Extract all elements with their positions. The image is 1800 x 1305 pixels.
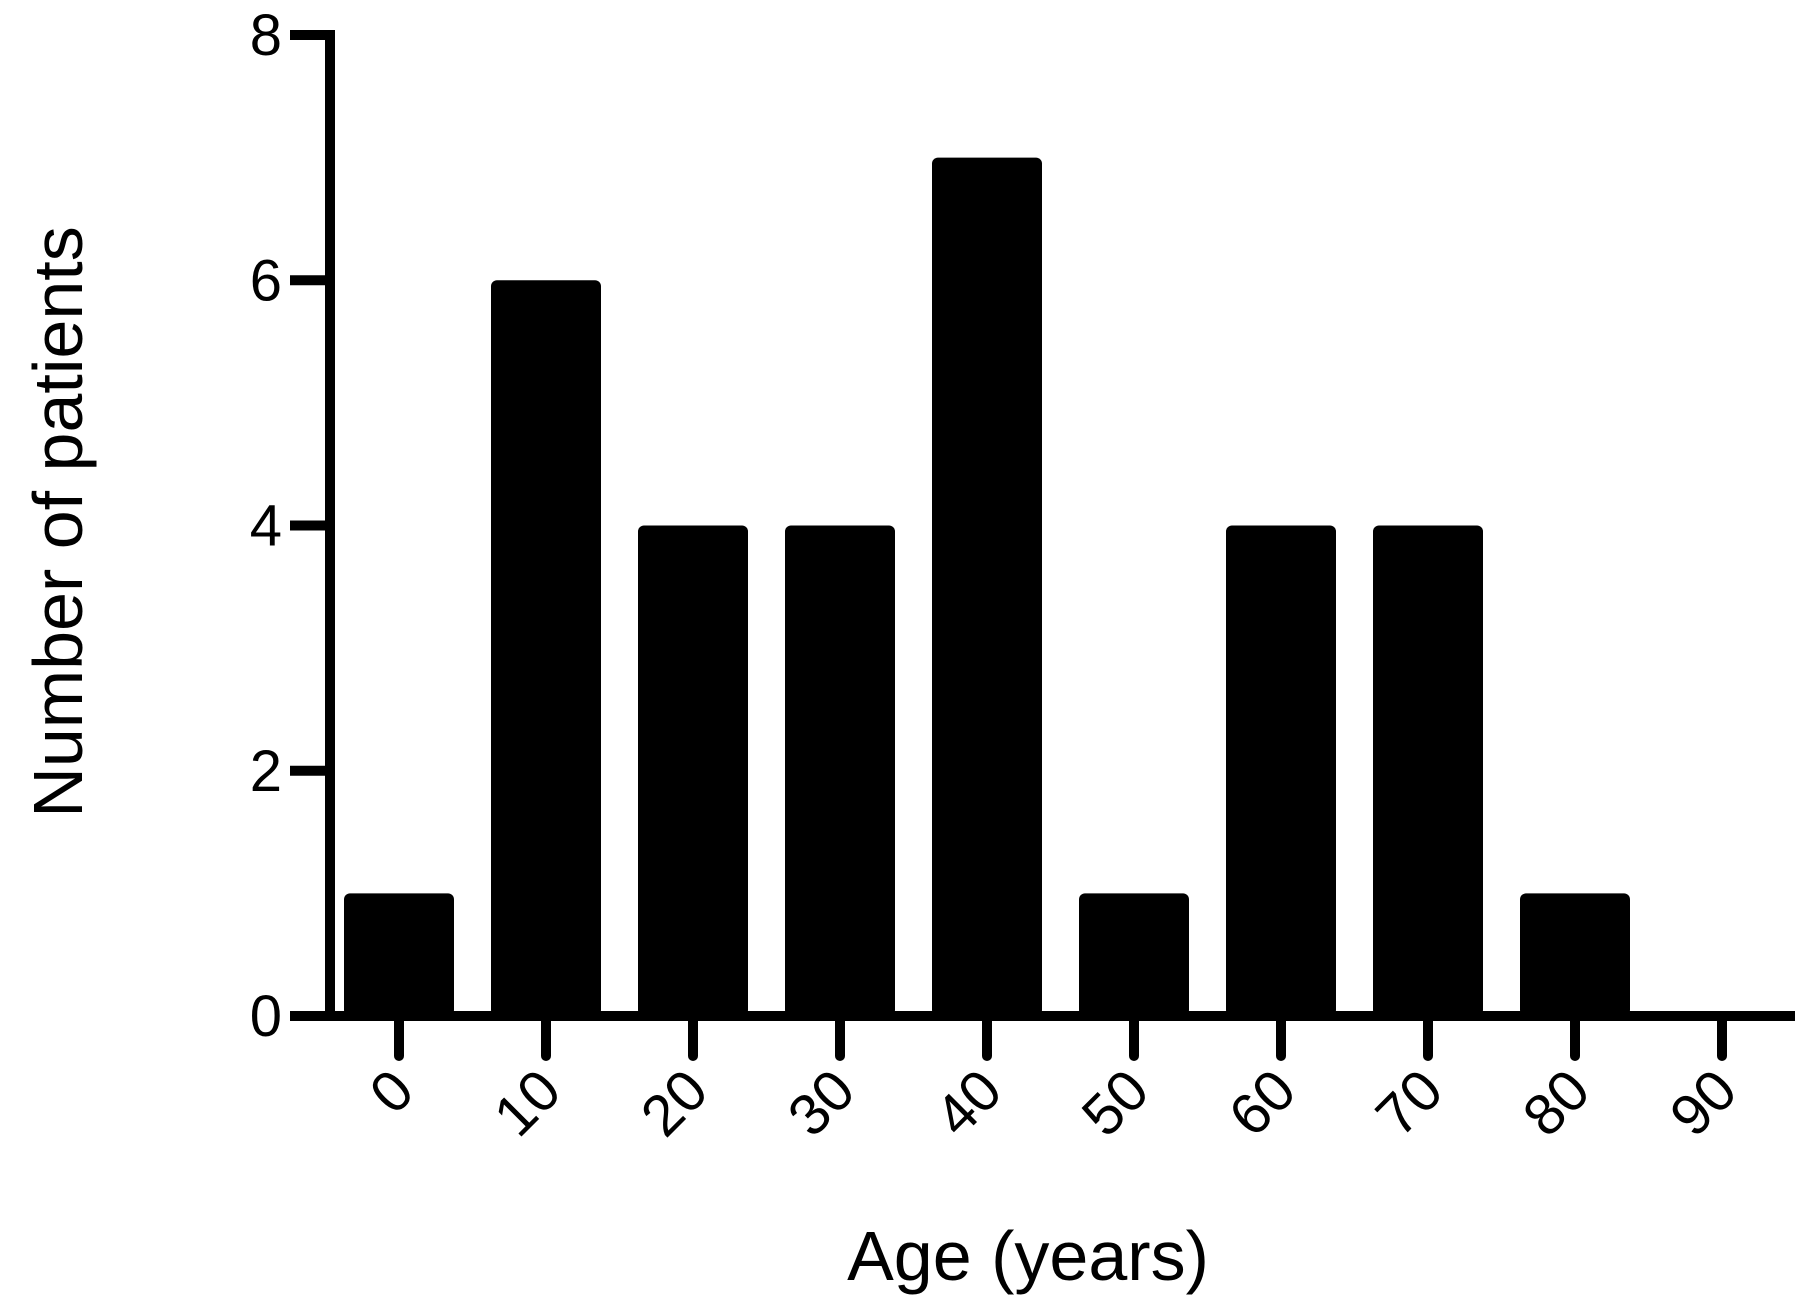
x-tick-label: 70 bbox=[1364, 1057, 1456, 1149]
bar-10 bbox=[491, 280, 601, 1016]
bar-60 bbox=[1226, 525, 1336, 1016]
bar-80 bbox=[1520, 893, 1630, 1016]
x-axis-ticks: 0 10 20 30 40 50 60 70 80 90 bbox=[357, 1011, 1750, 1149]
x-tick-label: 30 bbox=[776, 1057, 868, 1149]
bar-70 bbox=[1373, 525, 1483, 1016]
bar-20 bbox=[638, 525, 748, 1016]
y-axis-title: Number of patients bbox=[19, 226, 97, 817]
y-axis-ticks: 0 2 4 6 8 bbox=[250, 3, 330, 1049]
y-tick-label: 2 bbox=[250, 739, 282, 804]
x-tick-label: 40 bbox=[923, 1057, 1015, 1149]
y-tick-label: 0 bbox=[250, 984, 282, 1049]
y-tick-label: 4 bbox=[250, 494, 282, 559]
bar-30 bbox=[785, 525, 895, 1016]
x-axis-title: Age (years) bbox=[847, 1217, 1209, 1295]
bar-50 bbox=[1079, 893, 1189, 1016]
x-tick-label: 50 bbox=[1070, 1057, 1162, 1149]
x-tick-label: 90 bbox=[1658, 1057, 1750, 1149]
y-tick-label: 6 bbox=[250, 248, 282, 313]
bar-40 bbox=[932, 157, 1042, 1016]
x-tick-label: 20 bbox=[629, 1057, 721, 1149]
bar-0 bbox=[344, 893, 454, 1016]
y-tick-label: 8 bbox=[250, 3, 282, 68]
x-tick-label: 60 bbox=[1217, 1057, 1309, 1149]
x-tick-label: 80 bbox=[1511, 1057, 1603, 1149]
x-tick-label: 0 bbox=[357, 1057, 426, 1126]
x-tick-label: 10 bbox=[482, 1057, 574, 1149]
bars bbox=[344, 157, 1630, 1016]
